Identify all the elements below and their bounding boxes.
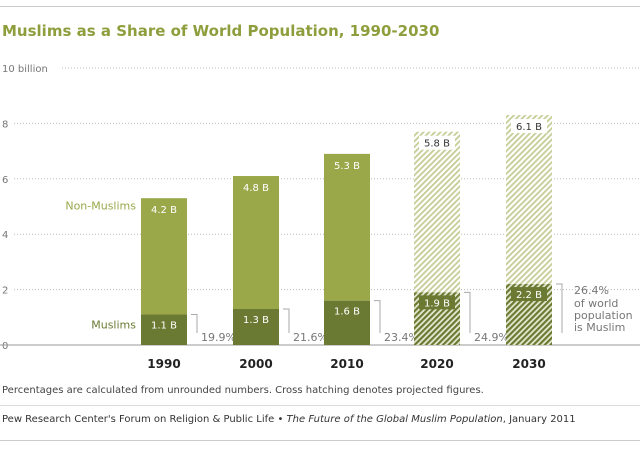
divider: [0, 6, 640, 7]
x-tick-label: 2030: [512, 357, 545, 371]
percent-label: 19.9%: [201, 331, 236, 344]
bar-label-muslims: 1.1 B: [151, 321, 177, 332]
percent-label: 23.4%: [384, 331, 419, 344]
x-tick-label: 1990: [147, 357, 180, 371]
bar-label-muslims: 1.9 B: [424, 298, 450, 309]
y-tick-label: 6: [2, 175, 8, 186]
percent-label: 21.6%: [293, 331, 328, 344]
bar-non-muslims: [141, 198, 187, 315]
y-tick-label: 0: [2, 341, 8, 352]
bracket-line: [283, 308, 290, 333]
label-bg: [511, 287, 547, 302]
label-bg: [511, 119, 547, 134]
source-date: , January 2011: [502, 414, 576, 425]
bracket-line: [374, 300, 381, 333]
annotation-text: population: [574, 309, 633, 322]
bar-label-muslims: 1.3 B: [243, 315, 269, 326]
percent-label: 24.9%: [474, 331, 509, 344]
x-tick-label: 2000: [239, 357, 272, 371]
annotation-text: of world: [574, 297, 618, 310]
legend-muslims: Muslims: [91, 318, 136, 331]
bar-label-muslims: 2.2 B: [516, 290, 542, 301]
y-tick-label: 2: [2, 286, 8, 297]
bracket-line: [191, 314, 198, 333]
source-org: Pew Research Center's Forum on Religion …: [2, 414, 287, 425]
bar-label-non-muslims: 4.2 B: [151, 205, 177, 216]
bar-label-non-muslims: 6.1 B: [516, 122, 542, 133]
bar-non-muslims: [506, 115, 552, 285]
source: Pew Research Center's Forum on Religion …: [2, 414, 576, 425]
y-tick-label: 10 billion: [2, 64, 48, 75]
bar-label-muslims: 1.6 B: [334, 307, 360, 318]
chart-title: Muslims as a Share of World Population, …: [2, 22, 440, 40]
divider: [0, 405, 640, 406]
annotation-text: is Muslim: [574, 321, 625, 334]
x-tick-label: 2010: [330, 357, 363, 371]
label-bg: [329, 303, 365, 318]
bar-non-muslims: [324, 153, 370, 301]
bar-label-non-muslims: 5.3 B: [334, 161, 360, 172]
bracket-line: [464, 291, 471, 333]
legend-non-muslims: Non-Muslims: [65, 199, 136, 212]
bar-label-non-muslims: 5.8 B: [424, 139, 450, 150]
y-tick-label: 4: [2, 230, 8, 241]
y-tick-label: 8: [2, 119, 8, 130]
source-title: The Future of the Global Muslim Populati…: [286, 414, 503, 425]
bar-non-muslims: [414, 131, 460, 293]
x-tick-label: 2020: [420, 357, 453, 371]
bracket-line: [556, 283, 563, 333]
bar-non-muslims: [233, 176, 279, 309]
label-bg: [419, 135, 455, 150]
percent-label: 26.4%: [574, 284, 609, 297]
footnote: Percentages are calculated from unrounde…: [2, 385, 484, 396]
plot-area: 0 2 4 6 8 10 billion 4.2 B 1.1 B 19.9% 1990 4.8 B 1…: [0, 64, 640, 371]
label-bg: [238, 311, 274, 326]
divider: [0, 440, 640, 441]
bar-label-non-muslims: 4.8 B: [243, 183, 269, 194]
label-bg: [419, 295, 455, 310]
label-bg: [146, 317, 182, 332]
